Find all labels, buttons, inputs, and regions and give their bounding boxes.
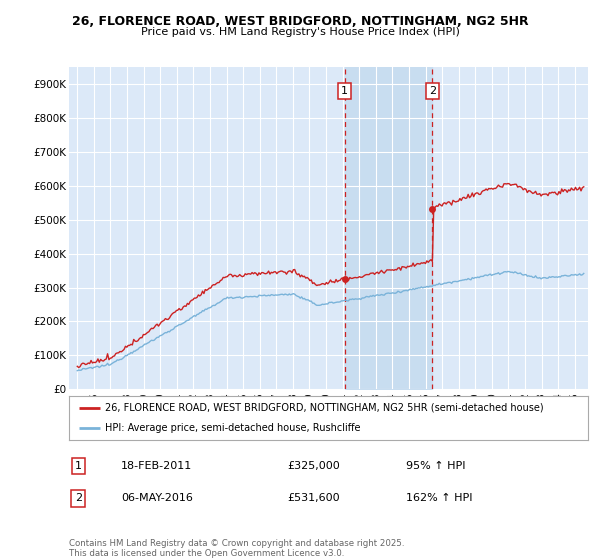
Text: 18-FEB-2011: 18-FEB-2011 (121, 461, 192, 471)
Text: Contains HM Land Registry data © Crown copyright and database right 2025.
This d: Contains HM Land Registry data © Crown c… (69, 539, 404, 558)
Text: Price paid vs. HM Land Registry's House Price Index (HPI): Price paid vs. HM Land Registry's House … (140, 27, 460, 37)
Text: 1: 1 (341, 86, 348, 96)
Text: 1: 1 (75, 461, 82, 471)
Text: 26, FLORENCE ROAD, WEST BRIDGFORD, NOTTINGHAM, NG2 5HR: 26, FLORENCE ROAD, WEST BRIDGFORD, NOTTI… (71, 15, 529, 28)
Text: 2: 2 (429, 86, 436, 96)
Text: 26, FLORENCE ROAD, WEST BRIDGFORD, NOTTINGHAM, NG2 5HR (semi-detached house): 26, FLORENCE ROAD, WEST BRIDGFORD, NOTTI… (106, 403, 544, 413)
Text: HPI: Average price, semi-detached house, Rushcliffe: HPI: Average price, semi-detached house,… (106, 423, 361, 433)
Text: £531,600: £531,600 (287, 493, 340, 503)
Text: £325,000: £325,000 (287, 461, 340, 471)
Text: 162% ↑ HPI: 162% ↑ HPI (406, 493, 473, 503)
Text: 06-MAY-2016: 06-MAY-2016 (121, 493, 193, 503)
Text: 95% ↑ HPI: 95% ↑ HPI (406, 461, 466, 471)
Text: 2: 2 (75, 493, 82, 503)
